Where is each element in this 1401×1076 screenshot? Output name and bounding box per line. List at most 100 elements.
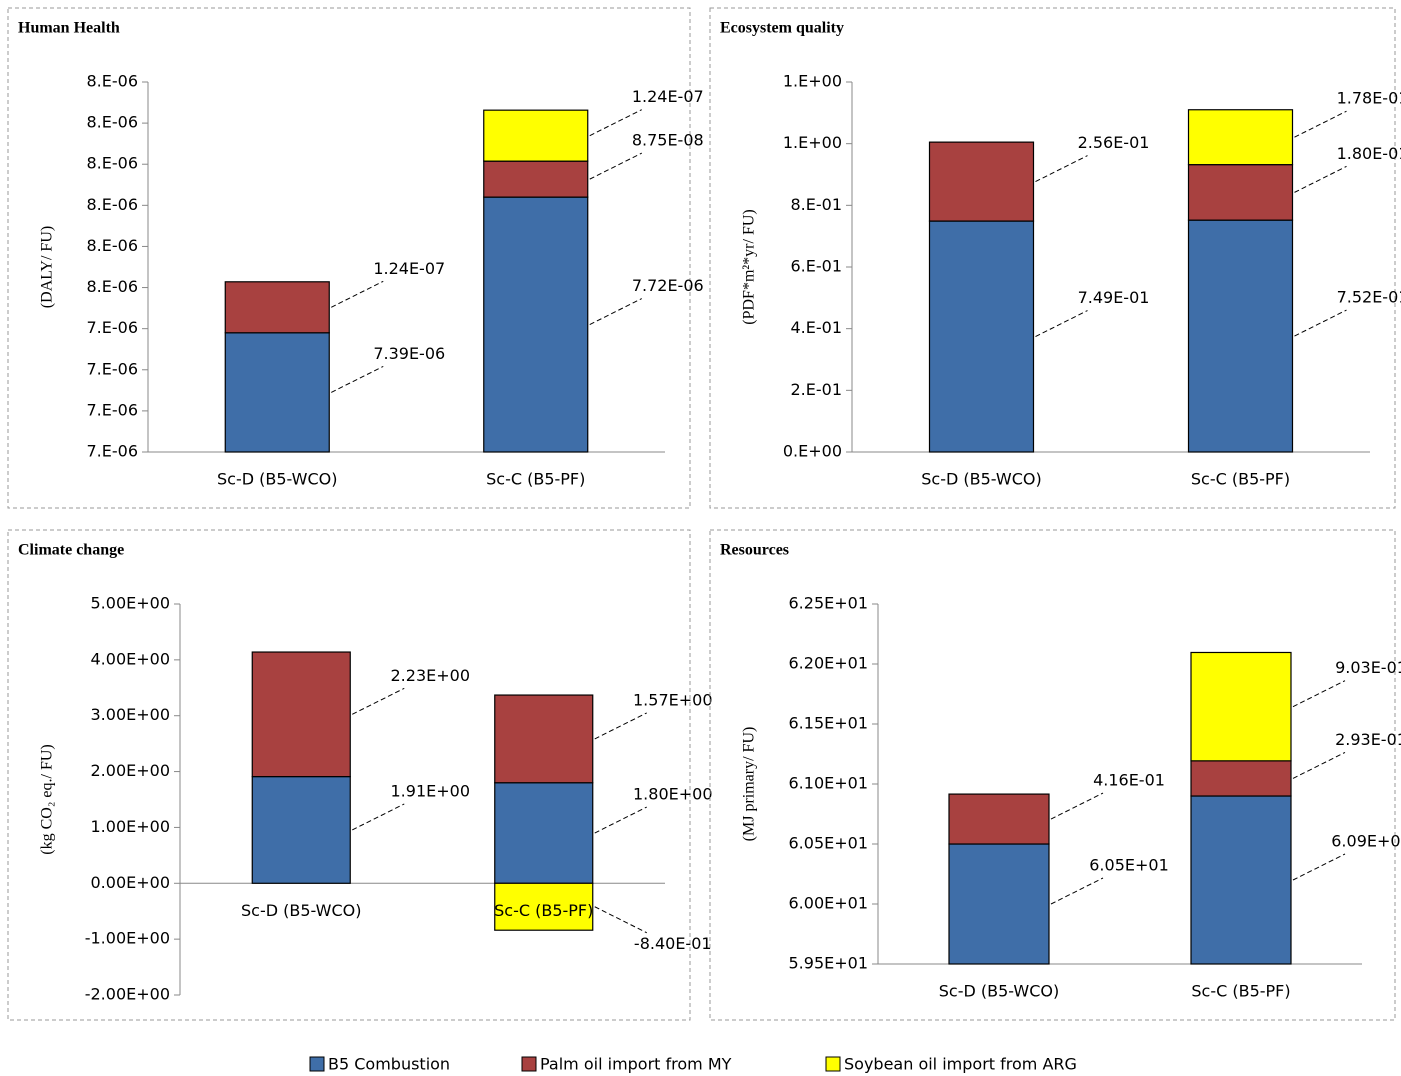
label-leader bbox=[1035, 155, 1088, 183]
label-leader bbox=[1292, 751, 1346, 779]
y-tick-label: 6.E-01 bbox=[790, 257, 842, 276]
y-tick-label: 7.E-06 bbox=[86, 400, 138, 419]
bar-segment bbox=[224, 332, 330, 453]
y-tick-label: 0.00E+00 bbox=[91, 873, 171, 892]
label-leader bbox=[594, 906, 647, 934]
label-leader bbox=[1294, 165, 1347, 193]
x-tick-label: Sc-D (B5-WCO) bbox=[241, 901, 361, 920]
y-tick-label: 8.E-06 bbox=[86, 236, 138, 255]
x-tick-label: Sc-C (B5-PF) bbox=[494, 901, 593, 920]
legend-swatch bbox=[521, 1056, 537, 1072]
y-tick-label: 7.E-06 bbox=[86, 442, 138, 461]
bar-segment bbox=[1190, 760, 1292, 797]
y-tick-label: 6.05E+01 bbox=[789, 834, 869, 853]
data-label: 8.75E-08 bbox=[632, 131, 704, 150]
x-tick-label: Sc-D (B5-WCO) bbox=[921, 470, 1041, 489]
bar-segment bbox=[928, 141, 1035, 222]
y-axis-label: (kg CO₂ eq./ FU) bbox=[39, 744, 56, 854]
data-label: 4.16E-01 bbox=[1093, 771, 1165, 790]
label-leader bbox=[352, 687, 405, 715]
bar-segment bbox=[948, 843, 1050, 965]
bar-segment bbox=[494, 882, 594, 931]
panel-title: Ecosystem quality bbox=[720, 20, 844, 37]
y-tick-label: -1.00E+00 bbox=[85, 929, 170, 948]
label-leader bbox=[1294, 309, 1347, 337]
y-tick-label: 0.E+00 bbox=[783, 442, 842, 461]
y-tick-label: 8.E-06 bbox=[86, 72, 138, 91]
panel-title: Climate change bbox=[18, 542, 124, 559]
y-tick-label: 6.00E+01 bbox=[789, 894, 869, 913]
y-tick-label: 1.E+00 bbox=[783, 72, 842, 91]
bar-segment bbox=[483, 109, 589, 162]
data-label: 7.72E-06 bbox=[632, 276, 704, 295]
y-tick-label: 2.E-01 bbox=[790, 380, 842, 399]
bar-segment bbox=[1187, 164, 1294, 221]
data-label: 1.91E+00 bbox=[391, 781, 471, 800]
y-tick-label: 2.00E+00 bbox=[91, 761, 171, 780]
data-label: 6.05E+01 bbox=[1089, 856, 1169, 875]
bar-segment bbox=[483, 160, 589, 198]
label-leader bbox=[352, 803, 405, 831]
label-leader bbox=[1294, 110, 1347, 138]
data-label: 1.80E-01 bbox=[1337, 144, 1401, 163]
y-tick-label: 5.00E+00 bbox=[91, 594, 171, 613]
legend-swatch bbox=[309, 1056, 325, 1072]
y-tick-label: 3.00E+00 bbox=[91, 705, 171, 724]
label-leader bbox=[331, 280, 384, 308]
bar-segment bbox=[251, 775, 351, 884]
y-tick-label: 8.E-06 bbox=[86, 113, 138, 132]
panel-frame bbox=[7, 7, 691, 509]
data-label: 2.56E-01 bbox=[1078, 133, 1150, 152]
bar-segment bbox=[494, 782, 594, 884]
data-label: 1.24E-07 bbox=[632, 87, 704, 106]
label-leader bbox=[1035, 310, 1088, 337]
data-label: 2.93E-01 bbox=[1335, 730, 1401, 749]
label-leader bbox=[594, 806, 647, 834]
bar-segment bbox=[928, 220, 1035, 453]
y-tick-label: 1.00E+00 bbox=[91, 817, 171, 836]
bar-segment bbox=[494, 694, 594, 784]
bar-segment bbox=[1190, 795, 1292, 965]
y-axis-label: (MJ primary/ FU) bbox=[741, 727, 758, 842]
label-leader bbox=[1050, 792, 1104, 820]
y-tick-label: 5.95E+01 bbox=[789, 954, 869, 973]
x-tick-label: Sc-D (B5-WCO) bbox=[939, 982, 1059, 1001]
data-label: 1.78E-01 bbox=[1337, 89, 1401, 108]
data-label: 9.03E-01 bbox=[1335, 658, 1401, 677]
data-label: 1.80E+00 bbox=[633, 785, 713, 804]
legend-swatch bbox=[825, 1056, 841, 1072]
label-leader bbox=[589, 298, 642, 326]
legend-label: B5 Combustion bbox=[328, 1055, 450, 1074]
data-label: 1.24E-07 bbox=[373, 259, 445, 278]
y-tick-label: 6.20E+01 bbox=[789, 654, 869, 673]
label-leader bbox=[589, 152, 642, 180]
panel-frame bbox=[709, 7, 1396, 509]
y-tick-label: 4.00E+00 bbox=[91, 649, 171, 668]
data-label: 7.49E-01 bbox=[1078, 288, 1150, 307]
label-leader bbox=[331, 365, 384, 393]
y-tick-label: 6.15E+01 bbox=[789, 714, 869, 733]
y-tick-label: 8.E-06 bbox=[86, 277, 138, 296]
panel-title: Human Health bbox=[18, 20, 120, 37]
x-tick-label: Sc-C (B5-PF) bbox=[1191, 470, 1290, 489]
label-leader bbox=[1292, 680, 1346, 708]
x-tick-label: Sc-C (B5-PF) bbox=[1191, 982, 1290, 1001]
y-tick-label: 1.E+00 bbox=[783, 133, 842, 152]
label-leader bbox=[1292, 853, 1346, 881]
label-leader bbox=[589, 109, 642, 137]
data-label: 2.23E+00 bbox=[391, 666, 471, 685]
y-axis-label: (DALY/ FU) bbox=[39, 226, 56, 308]
data-label: 7.39E-06 bbox=[373, 344, 445, 363]
legend-label: Palm oil import from MY bbox=[540, 1055, 732, 1074]
y-tick-label: -2.00E+00 bbox=[85, 985, 170, 1004]
label-leader bbox=[1050, 877, 1104, 905]
y-tick-label: 6.10E+01 bbox=[789, 774, 869, 793]
y-tick-label: 7.E-06 bbox=[86, 318, 138, 337]
data-label: 1.57E+00 bbox=[633, 690, 713, 709]
bar-segment bbox=[251, 651, 351, 778]
data-label: -8.40E-01 bbox=[634, 934, 712, 953]
y-tick-label: 6.25E+01 bbox=[789, 594, 869, 613]
bar-segment bbox=[224, 281, 330, 334]
x-tick-label: Sc-C (B5-PF) bbox=[486, 470, 585, 489]
